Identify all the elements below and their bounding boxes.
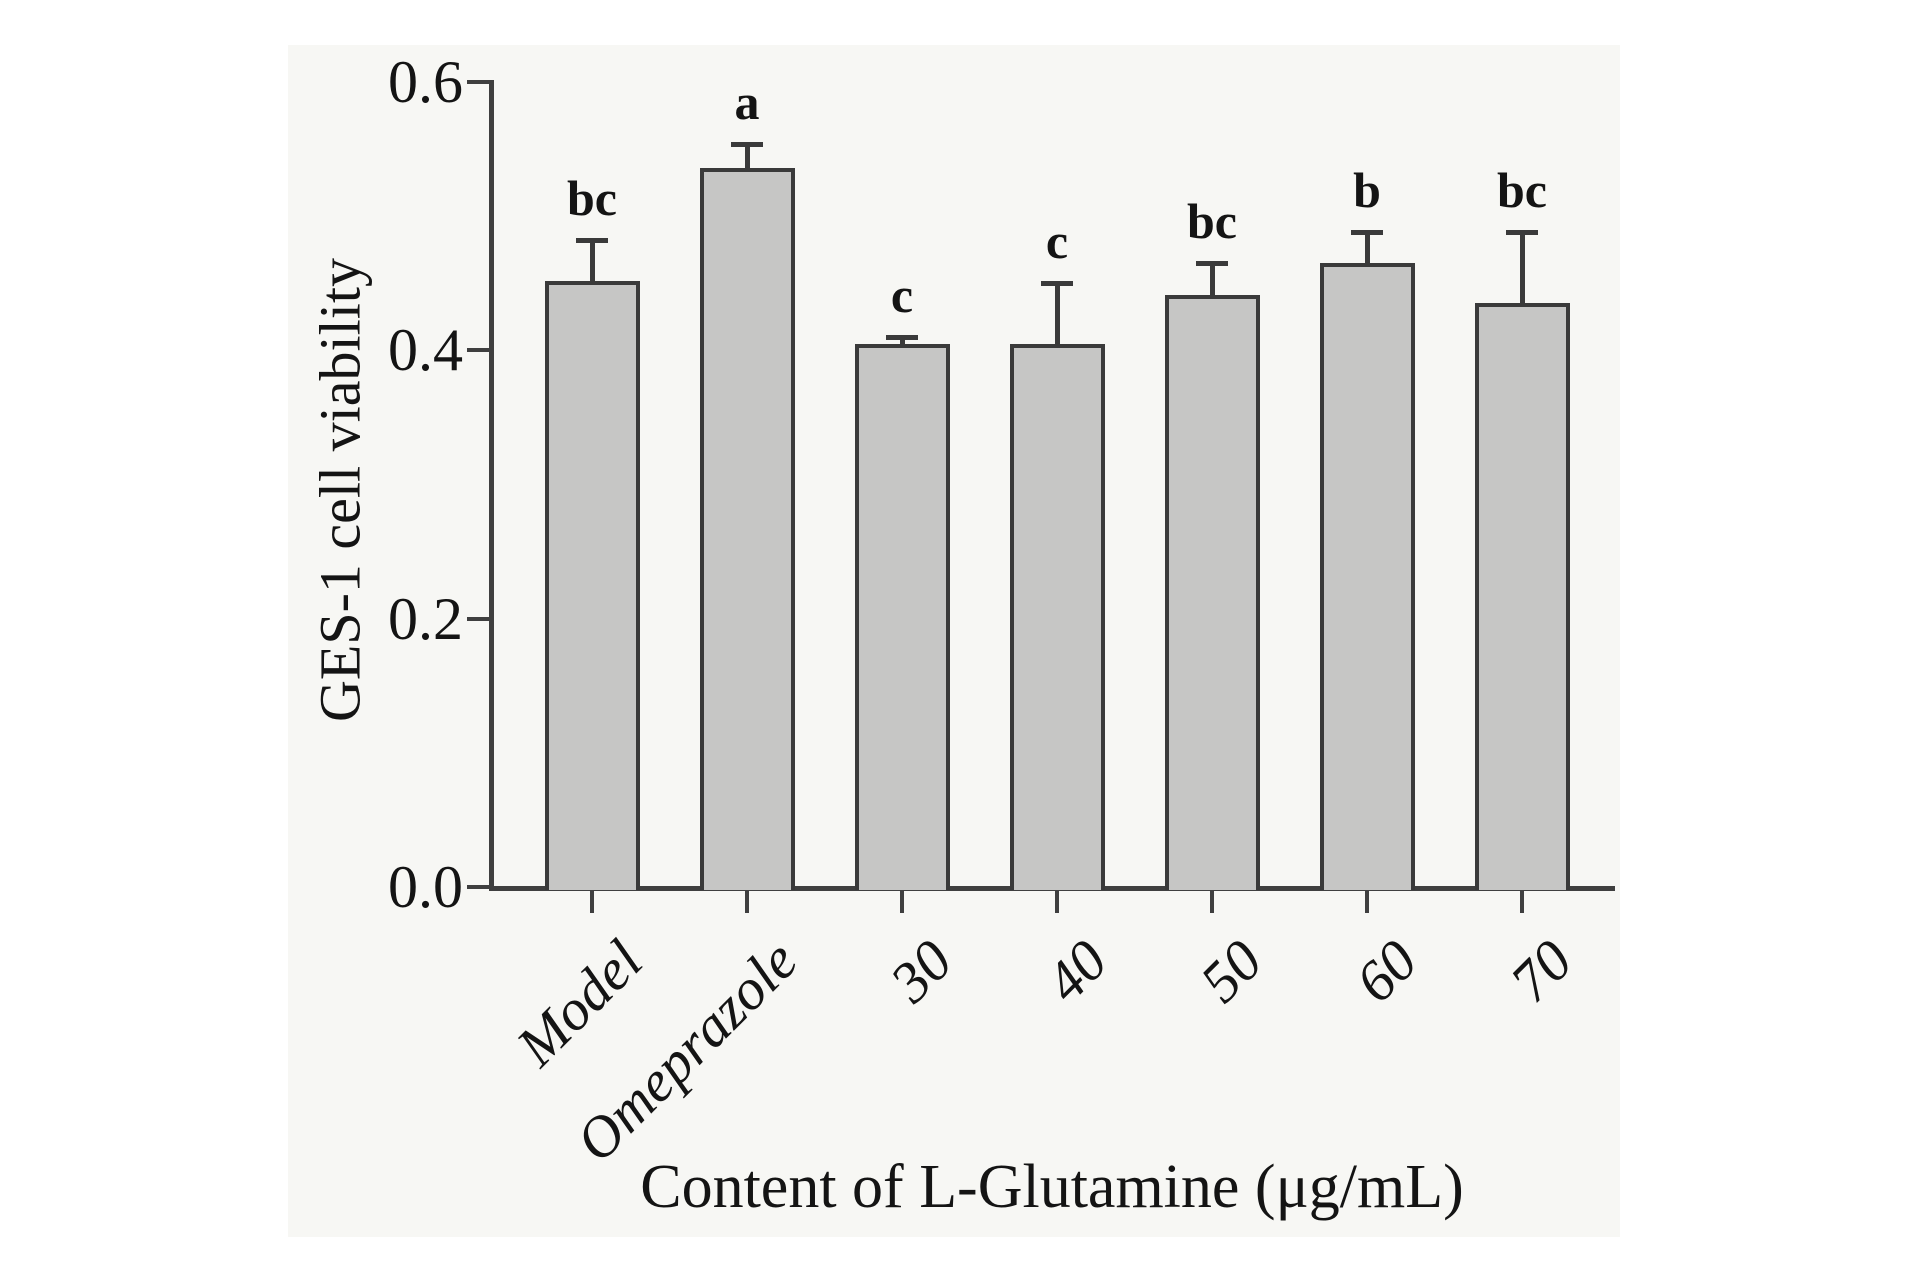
x-axis-title: Content of L-Glutamine (μg/mL) (640, 1153, 1464, 1221)
error-bar-whisker (589, 240, 595, 281)
significance-letter: a (734, 73, 760, 130)
significance-letter: b (1353, 162, 1381, 219)
error-bar-cap (886, 334, 918, 340)
error-bar-cap (1506, 230, 1538, 236)
x-tick-mark (1055, 891, 1059, 913)
x-tick-mark (745, 891, 749, 913)
x-tick-mark (1365, 891, 1369, 913)
bar (1009, 343, 1105, 890)
error-bar-whisker (899, 336, 905, 344)
error-bar-whisker (744, 143, 750, 168)
bar (854, 343, 950, 890)
bar (1319, 263, 1415, 890)
error-bar-cap (576, 238, 608, 244)
x-tick-mark (900, 891, 904, 913)
bar (1164, 295, 1260, 890)
error-bar-cap (731, 141, 763, 147)
bar (1474, 303, 1570, 890)
x-tick-mark (1210, 891, 1214, 913)
y-tick-mark (467, 616, 489, 621)
y-tick-mark (467, 80, 489, 84)
error-bar-whisker (1054, 283, 1060, 344)
error-bar-whisker (1364, 232, 1370, 264)
error-bar-whisker (1519, 232, 1525, 304)
y-tick-mark (467, 885, 489, 889)
significance-letter: c (1045, 213, 1069, 270)
y-tick-label: 0.6 (388, 49, 463, 115)
error-bar-cap (1196, 261, 1228, 267)
bar (699, 167, 795, 890)
error-bar-whisker (1209, 263, 1215, 296)
x-tick-mark (590, 891, 594, 913)
significance-letter: c (890, 266, 914, 323)
y-tick-label: 0.2 (388, 585, 463, 652)
y-axis-line (489, 80, 494, 890)
y-axis-title: GES-1 cell viability (307, 258, 373, 722)
y-tick-label: 0.0 (388, 854, 463, 920)
significance-letter: bc (1187, 193, 1237, 250)
y-tick-label: 0.4 (388, 317, 463, 384)
significance-letter: bc (1497, 162, 1547, 219)
significance-letter: bc (567, 170, 617, 227)
error-bar-cap (1351, 230, 1383, 236)
y-tick-mark (467, 348, 489, 353)
bar (544, 280, 640, 890)
x-tick-mark (1520, 891, 1524, 913)
error-bar-cap (1041, 281, 1073, 287)
